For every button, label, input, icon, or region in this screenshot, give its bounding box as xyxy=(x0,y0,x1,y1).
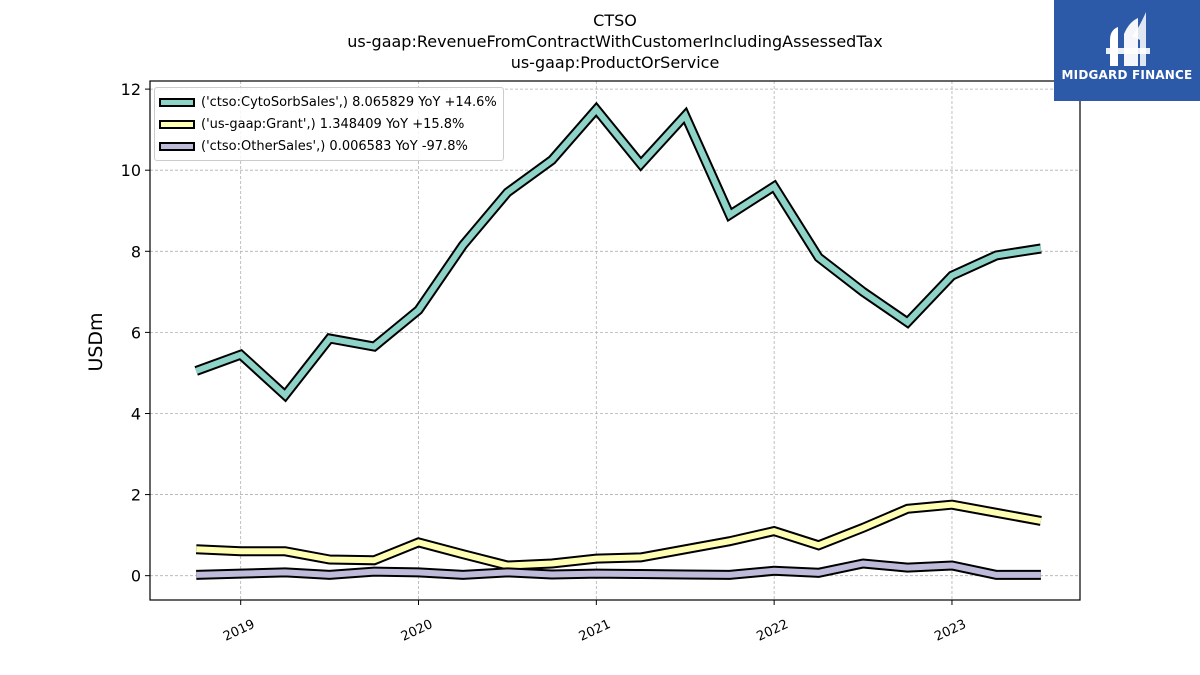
legend-label: ('ctso:OtherSales',) 0.006583 YoY -97.8% xyxy=(201,138,468,154)
legend-swatch xyxy=(159,119,195,129)
brand-logo: MIDGARD FINANCE xyxy=(1054,0,1200,101)
y-tick-label: 6 xyxy=(131,323,141,342)
x-tick-label: 2023 xyxy=(932,617,968,645)
chart-title-block: CTSO us-gaap:RevenueFromContractWithCust… xyxy=(150,10,1080,73)
series-2 xyxy=(196,558,1041,580)
y-tick-label: 2 xyxy=(131,486,141,505)
series-layer xyxy=(194,101,1042,580)
series-line xyxy=(196,560,1041,578)
y-tick-label: 12 xyxy=(121,80,141,99)
x-tick-label: 2022 xyxy=(755,617,791,645)
y-tick-label: 4 xyxy=(131,404,141,423)
chart-title: CTSO xyxy=(593,11,637,30)
legend-swatch xyxy=(159,141,195,151)
chart-legend: ('ctso:CytoSorbSales',) 8.065829 YoY +14… xyxy=(154,87,504,161)
legend-label: ('ctso:CytoSorbSales',) 8.065829 YoY +14… xyxy=(201,94,497,110)
y-axis-label: USDm xyxy=(85,312,107,371)
chart-subtitle-concept: us-gaap:RevenueFromContractWithCustomerI… xyxy=(347,32,883,51)
x-tick-label: 2021 xyxy=(577,617,613,645)
chart-subtitle-axis: us-gaap:ProductOrService xyxy=(510,53,720,72)
legend-entry: ('ctso:CytoSorbSales',) 8.065829 YoY +14… xyxy=(159,91,497,113)
legend-entry: ('us-gaap:Grant',) 1.348409 YoY +15.8% xyxy=(159,113,497,135)
series-1 xyxy=(195,499,1042,571)
y-tick-label: 8 xyxy=(131,242,141,261)
series-0 xyxy=(194,101,1042,403)
y-tick-label: 0 xyxy=(131,567,141,586)
plot-frame xyxy=(149,80,1081,601)
x-tick-label: 2020 xyxy=(399,617,435,645)
y-tick-label: 10 xyxy=(121,161,141,180)
legend-swatch xyxy=(159,97,195,107)
series-line xyxy=(195,104,1042,400)
x-tick-label: 2019 xyxy=(221,617,257,645)
midgard-logo-icon xyxy=(1106,12,1150,66)
legend-entry: ('ctso:OtherSales',) 0.006583 YoY -97.8% xyxy=(159,135,497,157)
legend-label: ('us-gaap:Grant',) 1.348409 YoY +15.8% xyxy=(201,116,465,132)
series-line xyxy=(196,501,1042,569)
logo-text: MIDGARD FINANCE xyxy=(1061,68,1193,82)
